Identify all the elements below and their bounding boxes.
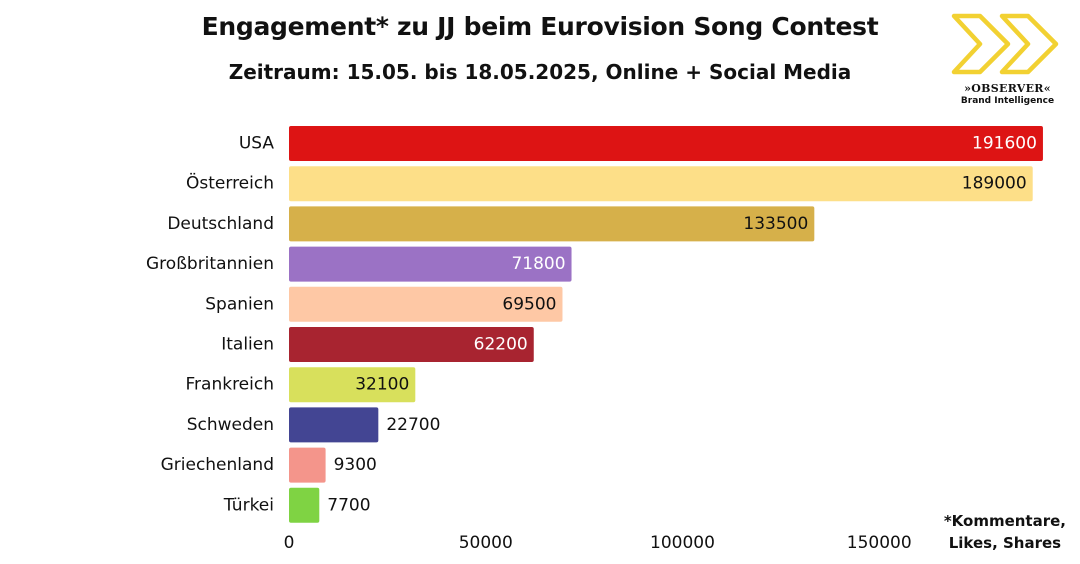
value-label-t-rkei: 7700 <box>327 495 370 515</box>
bar-frankreich <box>289 367 416 403</box>
category-label-t-rkei: Türkei <box>223 495 274 515</box>
category-label-spanien: Spanien <box>205 294 274 314</box>
category-label-gro-britannien: Großbritannien <box>146 254 274 274</box>
bar-griechenland <box>289 447 326 483</box>
category-label--sterreich: Österreich <box>186 172 274 194</box>
bar-deutschland <box>289 206 815 242</box>
value-label-spanien: 69500 <box>502 294 556 314</box>
bar-gro-britannien <box>289 246 572 282</box>
value-label-usa: 191600 <box>972 134 1037 154</box>
observer-chevrons-icon <box>951 13 1059 75</box>
category-label-italien: Italien <box>221 335 274 355</box>
value-label--sterreich: 189000 <box>962 174 1027 194</box>
x-tick-label-100000: 100000 <box>650 533 715 553</box>
value-label-schweden: 22700 <box>386 415 440 435</box>
value-label-griechenland: 9300 <box>334 455 377 475</box>
observer-logo: »OBSERVER« Brand Intelligence <box>940 6 1075 106</box>
chart-subtitle: Zeitraum: 15.05. bis 18.05.2025, Online … <box>228 60 852 84</box>
bar-usa <box>289 126 1043 161</box>
bar-italien <box>289 327 534 362</box>
value-label-italien: 62200 <box>474 335 528 355</box>
footnote: *Kommentare, Likes, Shares <box>944 510 1066 554</box>
footnote-line-1: *Kommentare, <box>943 512 1066 530</box>
x-tick-label-50000: 50000 <box>459 533 513 553</box>
observer-logo-tagline: Brand Intelligence <box>960 96 1055 106</box>
category-label-deutschland: Deutschland <box>167 214 274 234</box>
observer-logo-name: »OBSERVER« <box>964 82 1051 95</box>
bar--sterreich <box>289 166 1033 202</box>
footnote-line-2: Likes, Shares <box>948 534 1062 552</box>
bar-schweden <box>289 407 379 443</box>
x-tick-label-0: 0 <box>284 533 295 553</box>
category-label-schweden: Schweden <box>187 415 274 435</box>
bar-t-rkei <box>289 487 320 523</box>
chart-title: Engagement* zu JJ beim Eurovision Song C… <box>201 12 879 41</box>
category-label-frankreich: Frankreich <box>186 375 275 395</box>
bar-spanien <box>289 286 563 322</box>
value-label-deutschland: 133500 <box>743 214 808 234</box>
x-tick-label-150000: 150000 <box>847 533 912 553</box>
value-label-frankreich: 32100 <box>355 375 409 395</box>
category-label-griechenland: Griechenland <box>161 455 274 475</box>
category-label-usa: USA <box>239 134 275 154</box>
value-label-gro-britannien: 71800 <box>511 254 565 274</box>
